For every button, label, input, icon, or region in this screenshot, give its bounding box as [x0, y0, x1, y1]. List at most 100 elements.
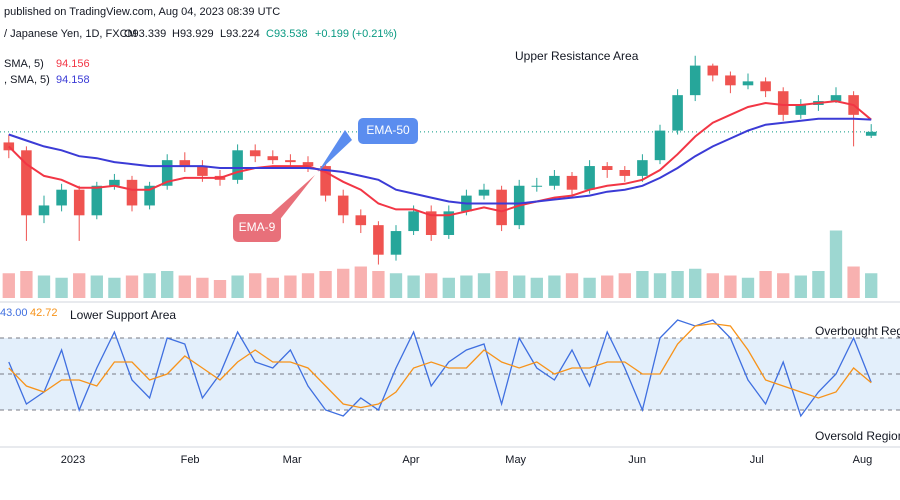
candle-body [549, 175, 560, 186]
candle-body [285, 160, 296, 163]
volume-bar [37, 275, 51, 298]
symbol: / Japanese Yen, 1D, FXCM [4, 28, 137, 40]
volume-bar [266, 277, 279, 298]
candle-body [249, 150, 261, 157]
volume-bar [777, 273, 790, 298]
volume-bar [460, 275, 473, 298]
candle-body [584, 166, 595, 190]
candle-body [337, 195, 349, 216]
volume-bar [583, 277, 596, 298]
ohlc-high: H93.929 [172, 28, 214, 40]
volume-bar [601, 275, 614, 298]
volume-bar [530, 277, 543, 298]
ema50-pointer [318, 130, 352, 172]
candle-body [408, 211, 419, 232]
volume-bar [213, 280, 227, 298]
oversold-label: Oversold Region [815, 429, 900, 443]
volume-bar [653, 273, 667, 298]
osc-d-value: 42.72 [30, 307, 58, 319]
published: published on TradingView.com, Aug 04, 20… [4, 6, 280, 18]
candle-body [73, 189, 85, 216]
volume-bar [2, 273, 15, 298]
candle-body [760, 81, 771, 92]
candle-body [179, 160, 191, 167]
ohlc-change: +0.199 (+0.21%) [315, 28, 397, 40]
volume-bar [636, 271, 649, 298]
candle-body [38, 205, 50, 216]
candle-body [865, 131, 877, 136]
x-tick-label: Apr [402, 454, 419, 466]
volume-bar [407, 275, 420, 298]
resistance-label: Upper Resistance Area [515, 49, 639, 63]
volume-bar [73, 273, 86, 298]
candle-body [21, 150, 32, 216]
volume-bar [548, 275, 561, 298]
candle-body [707, 65, 719, 76]
volume-bar [143, 273, 156, 298]
volume-bar [847, 266, 860, 298]
support-label: Lower Support Area [70, 308, 176, 322]
volume-bar [724, 275, 737, 298]
candle-body [197, 166, 208, 176]
volume-bar [231, 275, 244, 298]
overbought-label: Overbought Regi [815, 324, 900, 338]
volume-bar [618, 273, 631, 298]
candle-body [126, 179, 138, 206]
x-tick-label: May [505, 454, 526, 466]
candle-body [56, 189, 67, 206]
candle-body [144, 185, 155, 206]
ohlc-close: C93.538 [266, 28, 308, 40]
candle-body [496, 189, 507, 226]
volume-bar [706, 273, 719, 298]
candle-body [637, 160, 648, 176]
candle-body [3, 142, 15, 151]
candle-body [232, 150, 243, 180]
x-tick-label: Aug [853, 454, 873, 466]
legend-ema50: , SMA, 5) [4, 74, 50, 86]
candle-body [478, 189, 490, 196]
ohlc-low: L93.224 [220, 28, 260, 40]
volume-bar [829, 230, 843, 298]
x-tick-label: Jul [750, 454, 764, 466]
volume-bar [565, 273, 579, 298]
volume-bar [689, 268, 702, 298]
legend-ema9: SMA, 5) [4, 58, 44, 70]
x-tick-label: Mar [283, 454, 302, 466]
volume-bar [759, 271, 772, 298]
candle-body [373, 225, 384, 255]
candle-body [566, 175, 578, 190]
candle-body [109, 179, 120, 186]
oscillator-k-line [8, 319, 872, 418]
osc-k-value: 43.00 [0, 307, 28, 319]
volume-bar [513, 275, 526, 298]
volume-bar [178, 275, 191, 298]
candle-body [619, 170, 631, 176]
ohlc-open: O93.339 [124, 28, 166, 40]
ema9-callout-text: EMA-9 [239, 220, 276, 234]
volume-bar [20, 271, 33, 298]
volume-bar [425, 273, 438, 298]
volume-bar [249, 273, 262, 298]
candle-body [689, 65, 701, 96]
volume-bar [794, 275, 807, 298]
ema9-line [8, 100, 872, 217]
volume-bar [812, 271, 825, 298]
volume-bar [196, 277, 209, 298]
legend-ema9-value: 94.156 [56, 58, 90, 70]
volume-bar [301, 273, 315, 298]
candle-body [601, 166, 613, 170]
volume-bar [354, 266, 367, 298]
candle-body [425, 211, 437, 235]
candle-body [390, 231, 402, 255]
candle-body [320, 166, 331, 196]
volume-bar [372, 271, 385, 298]
volume-bar [442, 277, 455, 298]
volume-bar [337, 268, 350, 298]
candle-body [742, 81, 754, 86]
legend-ema50-value: 94.158 [56, 74, 90, 86]
volume-bar [90, 275, 103, 298]
volume-bar [477, 273, 491, 298]
volume-bar [125, 275, 139, 298]
candle-body [355, 215, 367, 226]
